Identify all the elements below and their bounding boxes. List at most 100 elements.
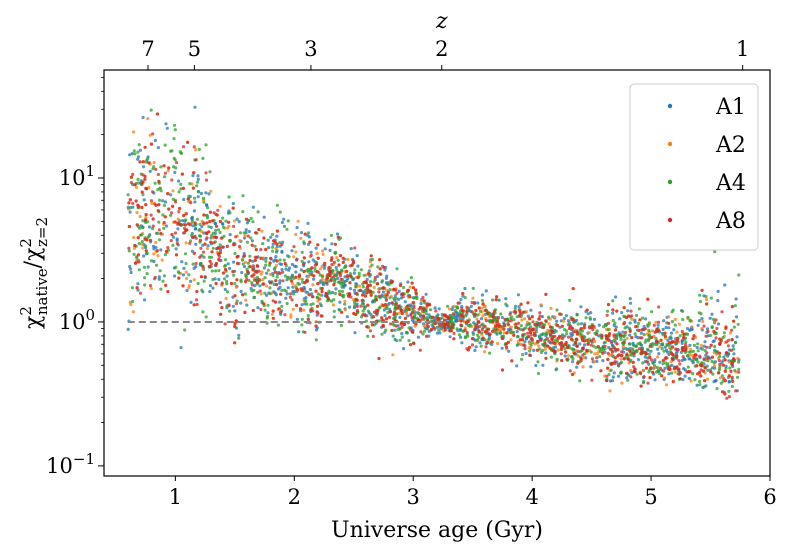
data-point: [608, 389, 612, 393]
data-point: [357, 271, 361, 275]
data-point: [210, 269, 214, 273]
data-point: [672, 328, 676, 332]
data-point: [664, 325, 668, 330]
y-tick-base: 10: [46, 454, 73, 478]
data-point: [309, 250, 313, 254]
data-point: [463, 335, 468, 339]
data-point: [444, 322, 448, 326]
data-point: [143, 283, 147, 287]
data-point: [504, 302, 508, 306]
data-point: [647, 370, 651, 374]
data-point: [260, 229, 264, 233]
data-point: [569, 337, 574, 341]
data-point: [700, 327, 704, 331]
data-point: [712, 329, 716, 334]
data-point: [189, 279, 193, 283]
data-point: [245, 303, 249, 307]
data-point: [183, 328, 187, 332]
data-point: [490, 340, 494, 344]
data-point: [474, 308, 478, 313]
data-point: [412, 306, 416, 310]
data-point: [220, 306, 224, 310]
data-point: [228, 233, 232, 237]
data-point: [719, 381, 723, 385]
data-point: [266, 268, 270, 272]
data-point: [586, 342, 590, 346]
data-point: [688, 318, 692, 322]
data-point: [332, 260, 337, 264]
data-point: [730, 363, 734, 367]
data-point: [208, 284, 213, 288]
data-point: [548, 325, 553, 329]
data-point: [643, 327, 647, 331]
data-point: [295, 288, 300, 292]
data-point: [145, 157, 150, 161]
y-tick-exp: −1: [73, 450, 95, 468]
data-point: [516, 334, 520, 339]
data-point: [410, 281, 414, 285]
data-point: [460, 341, 464, 345]
data-point: [584, 316, 588, 320]
data-point: [200, 224, 204, 229]
data-point: [424, 312, 428, 316]
data-point: [668, 367, 672, 371]
data-point: [285, 292, 289, 296]
data-point: [355, 304, 359, 308]
data-point: [172, 156, 176, 160]
data-point: [137, 268, 141, 272]
data-point: [681, 317, 685, 322]
data-point: [275, 259, 279, 263]
data-point: [450, 323, 455, 327]
data-point: [135, 286, 139, 290]
data-point: [632, 354, 636, 358]
data-point: [398, 327, 402, 331]
data-point: [378, 258, 382, 262]
data-point: [154, 240, 158, 245]
data-point: [186, 140, 190, 144]
data-point: [313, 266, 317, 270]
data-point: [368, 260, 372, 264]
data-point: [569, 334, 573, 338]
data-point: [388, 296, 392, 300]
data-point: [629, 309, 633, 313]
data-point: [171, 204, 175, 208]
data-point: [628, 347, 632, 351]
data-point: [528, 353, 532, 357]
data-point: [208, 219, 212, 224]
data-point: [619, 371, 623, 375]
data-point: [368, 280, 373, 284]
data-point: [700, 288, 704, 292]
data-point: [709, 296, 713, 300]
data-point: [447, 307, 452, 311]
data-point: [393, 328, 397, 332]
data-point: [666, 338, 670, 342]
data-point: [495, 295, 499, 299]
data-point: [196, 281, 200, 286]
data-point: [634, 313, 639, 317]
data-point: [629, 358, 633, 362]
data-point: [658, 345, 662, 349]
data-point: [392, 316, 396, 321]
data-point: [647, 328, 651, 333]
data-point: [142, 165, 146, 169]
data-point: [312, 277, 316, 281]
data-point: [235, 217, 239, 221]
data-point: [464, 320, 468, 324]
data-point: [633, 332, 637, 336]
data-point: [342, 266, 346, 270]
data-point: [373, 310, 377, 314]
data-point: [196, 174, 200, 178]
data-point: [543, 347, 548, 351]
data-point: [452, 337, 456, 341]
data-point: [536, 339, 540, 343]
data-point: [516, 326, 520, 330]
data-point: [723, 379, 728, 383]
data-point: [162, 274, 166, 278]
data-point: [169, 213, 173, 217]
data-point: [235, 261, 240, 265]
data-point: [603, 340, 607, 344]
data-point: [568, 324, 572, 328]
data-point: [688, 357, 692, 361]
data-point: [239, 289, 243, 293]
data-point: [296, 219, 300, 223]
